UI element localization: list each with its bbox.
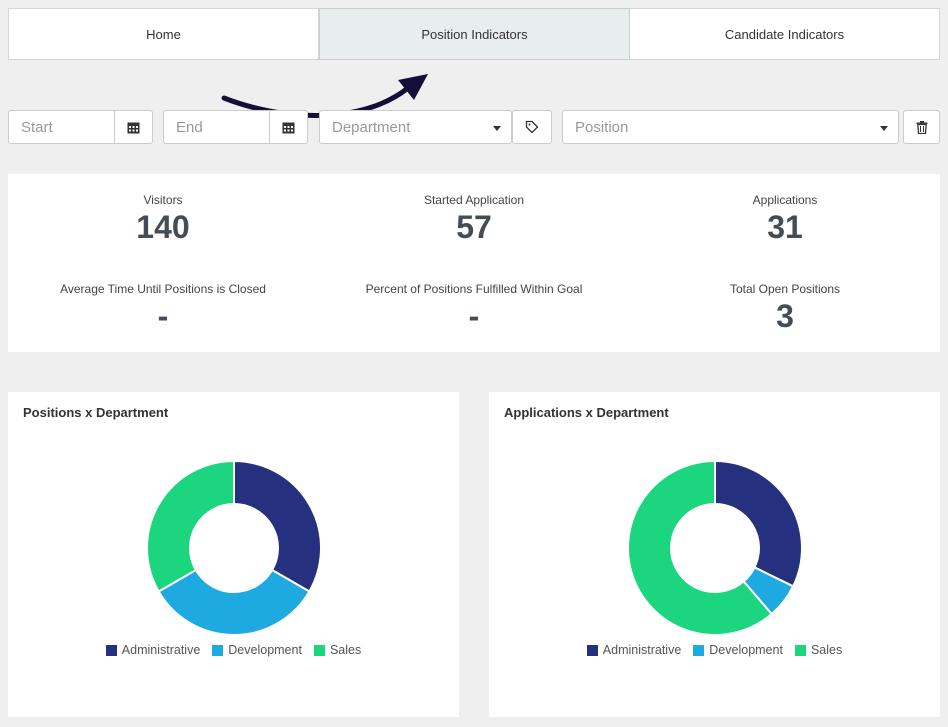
legend-swatch	[794, 644, 806, 656]
legend-item-development[interactable]: Development	[693, 643, 783, 657]
tag-icon	[525, 120, 539, 134]
end-date-picker	[163, 110, 308, 144]
tab-position-indicators[interactable]: Position Indicators	[319, 8, 630, 60]
tab-home[interactable]: Home	[8, 8, 319, 60]
stat-started-application: Started Application 57	[319, 193, 629, 245]
stat-value: 3	[776, 298, 794, 334]
legend-item-sales[interactable]: Sales	[794, 643, 843, 657]
position-select-value: Position	[575, 118, 629, 136]
caret-down-icon	[493, 126, 501, 131]
stat-value: 31	[767, 209, 803, 245]
calendar-icon	[282, 122, 295, 133]
department-select-value: Department	[332, 118, 411, 136]
start-date-picker	[8, 110, 153, 144]
positions-donut-chart	[146, 459, 322, 636]
donut-slice-sales[interactable]	[146, 459, 235, 593]
department-select[interactable]: Department	[319, 110, 512, 144]
chart-title: Applications x Department	[504, 405, 669, 420]
start-date-input[interactable]	[9, 111, 114, 143]
clear-filters-button[interactable]	[903, 110, 940, 144]
legend-swatch	[105, 644, 117, 656]
legend-item-development[interactable]: Development	[212, 643, 302, 657]
stats-card: Visitors 140 Started Application 57 Appl…	[8, 174, 940, 352]
legend-swatch	[693, 644, 705, 656]
chart-title: Positions x Department	[23, 405, 169, 420]
stat-visitors: Visitors 140	[8, 193, 318, 245]
stat-label: Started Application	[423, 193, 525, 207]
chart-legend: Administrative Development Sales	[489, 643, 940, 657]
stat-value: -	[468, 298, 480, 334]
stat-percent-fulfilled: Percent of Positions Fulfilled Within Go…	[319, 282, 629, 334]
calendar-icon	[127, 122, 140, 133]
stat-label: Applications	[752, 193, 818, 207]
legend-label: Administrative	[121, 643, 201, 657]
applications-by-department-card: Applications x Department Administrative…	[489, 392, 940, 717]
end-date-input[interactable]	[164, 111, 269, 143]
end-calendar-button[interactable]	[269, 111, 307, 143]
position-select[interactable]: Position	[562, 110, 899, 144]
stat-label: Visitors	[143, 193, 183, 207]
legend-label: Development	[228, 643, 302, 657]
legend-swatch	[313, 644, 325, 656]
legend-label: Sales	[810, 643, 843, 657]
legend-item-administrative[interactable]: Administrative	[105, 643, 201, 657]
applications-donut-chart	[627, 459, 803, 636]
legend-item-administrative[interactable]: Administrative	[586, 643, 682, 657]
donut-slice-administrative[interactable]	[233, 459, 322, 593]
legend-swatch	[212, 644, 224, 656]
stat-label: Percent of Positions Fulfilled Within Go…	[365, 282, 583, 296]
positions-by-department-card: Positions x Department Administrative De…	[8, 392, 459, 717]
filter-bar: Department Position	[8, 110, 940, 144]
stat-average-time-closed: Average Time Until Positions is Closed -	[8, 282, 318, 334]
start-calendar-button[interactable]	[114, 111, 152, 143]
legend-swatch	[586, 644, 598, 656]
stat-label: Total Open Positions	[729, 282, 841, 296]
main-tabs: Home Position Indicators Candidate Indic…	[8, 8, 940, 60]
stat-value: 140	[136, 209, 190, 245]
stat-value: 57	[456, 209, 492, 245]
tag-button[interactable]	[512, 110, 552, 144]
stat-label: Average Time Until Positions is Closed	[60, 282, 266, 296]
tab-candidate-indicators[interactable]: Candidate Indicators	[630, 8, 940, 60]
legend-label: Administrative	[602, 643, 682, 657]
donut-slice-sales[interactable]	[627, 459, 774, 636]
stat-value: -	[157, 298, 169, 334]
legend-label: Sales	[329, 643, 362, 657]
stat-applications: Applications 31	[630, 193, 940, 245]
donut-slice-administrative[interactable]	[714, 459, 803, 588]
legend-label: Development	[709, 643, 783, 657]
caret-down-icon	[880, 126, 888, 131]
donut-slice-development[interactable]	[157, 568, 311, 636]
legend-item-sales[interactable]: Sales	[313, 643, 362, 657]
stat-total-open-positions: Total Open Positions 3	[630, 282, 940, 334]
trash-icon	[916, 120, 927, 134]
chart-legend: Administrative Development Sales	[8, 643, 459, 657]
